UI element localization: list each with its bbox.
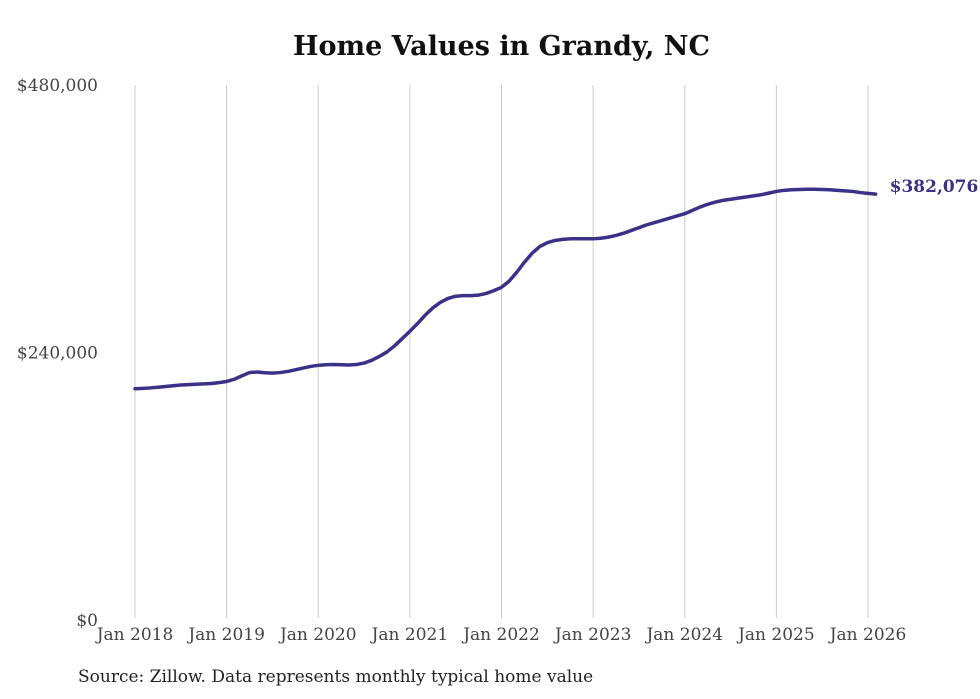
x-tick-label: Jan 2023 [553, 625, 632, 645]
chart-title: Home Values in Grandy, NC [293, 31, 710, 62]
x-tick-label: Jan 2018 [95, 625, 174, 645]
x-tick-label: Jan 2025 [736, 625, 815, 645]
home-value-line [133, 187, 878, 391]
y-tick-label: $240,000 [17, 344, 98, 364]
x-tick-label: Jan 2020 [278, 625, 357, 645]
x-tick-label: Jan 2024 [644, 625, 723, 645]
x-tick-label: Jan 2026 [828, 625, 907, 645]
x-tick-label: Jan 2022 [461, 625, 540, 645]
x-tick-label: Jan 2019 [186, 625, 265, 645]
y-tick-label: $480,000 [17, 76, 98, 96]
source-note: Source: Zillow. Data represents monthly … [78, 667, 594, 687]
x-tick-label: Jan 2021 [370, 625, 449, 645]
y-tick-label: $0 [76, 611, 98, 631]
final-value-label: $382,076 [890, 177, 979, 197]
